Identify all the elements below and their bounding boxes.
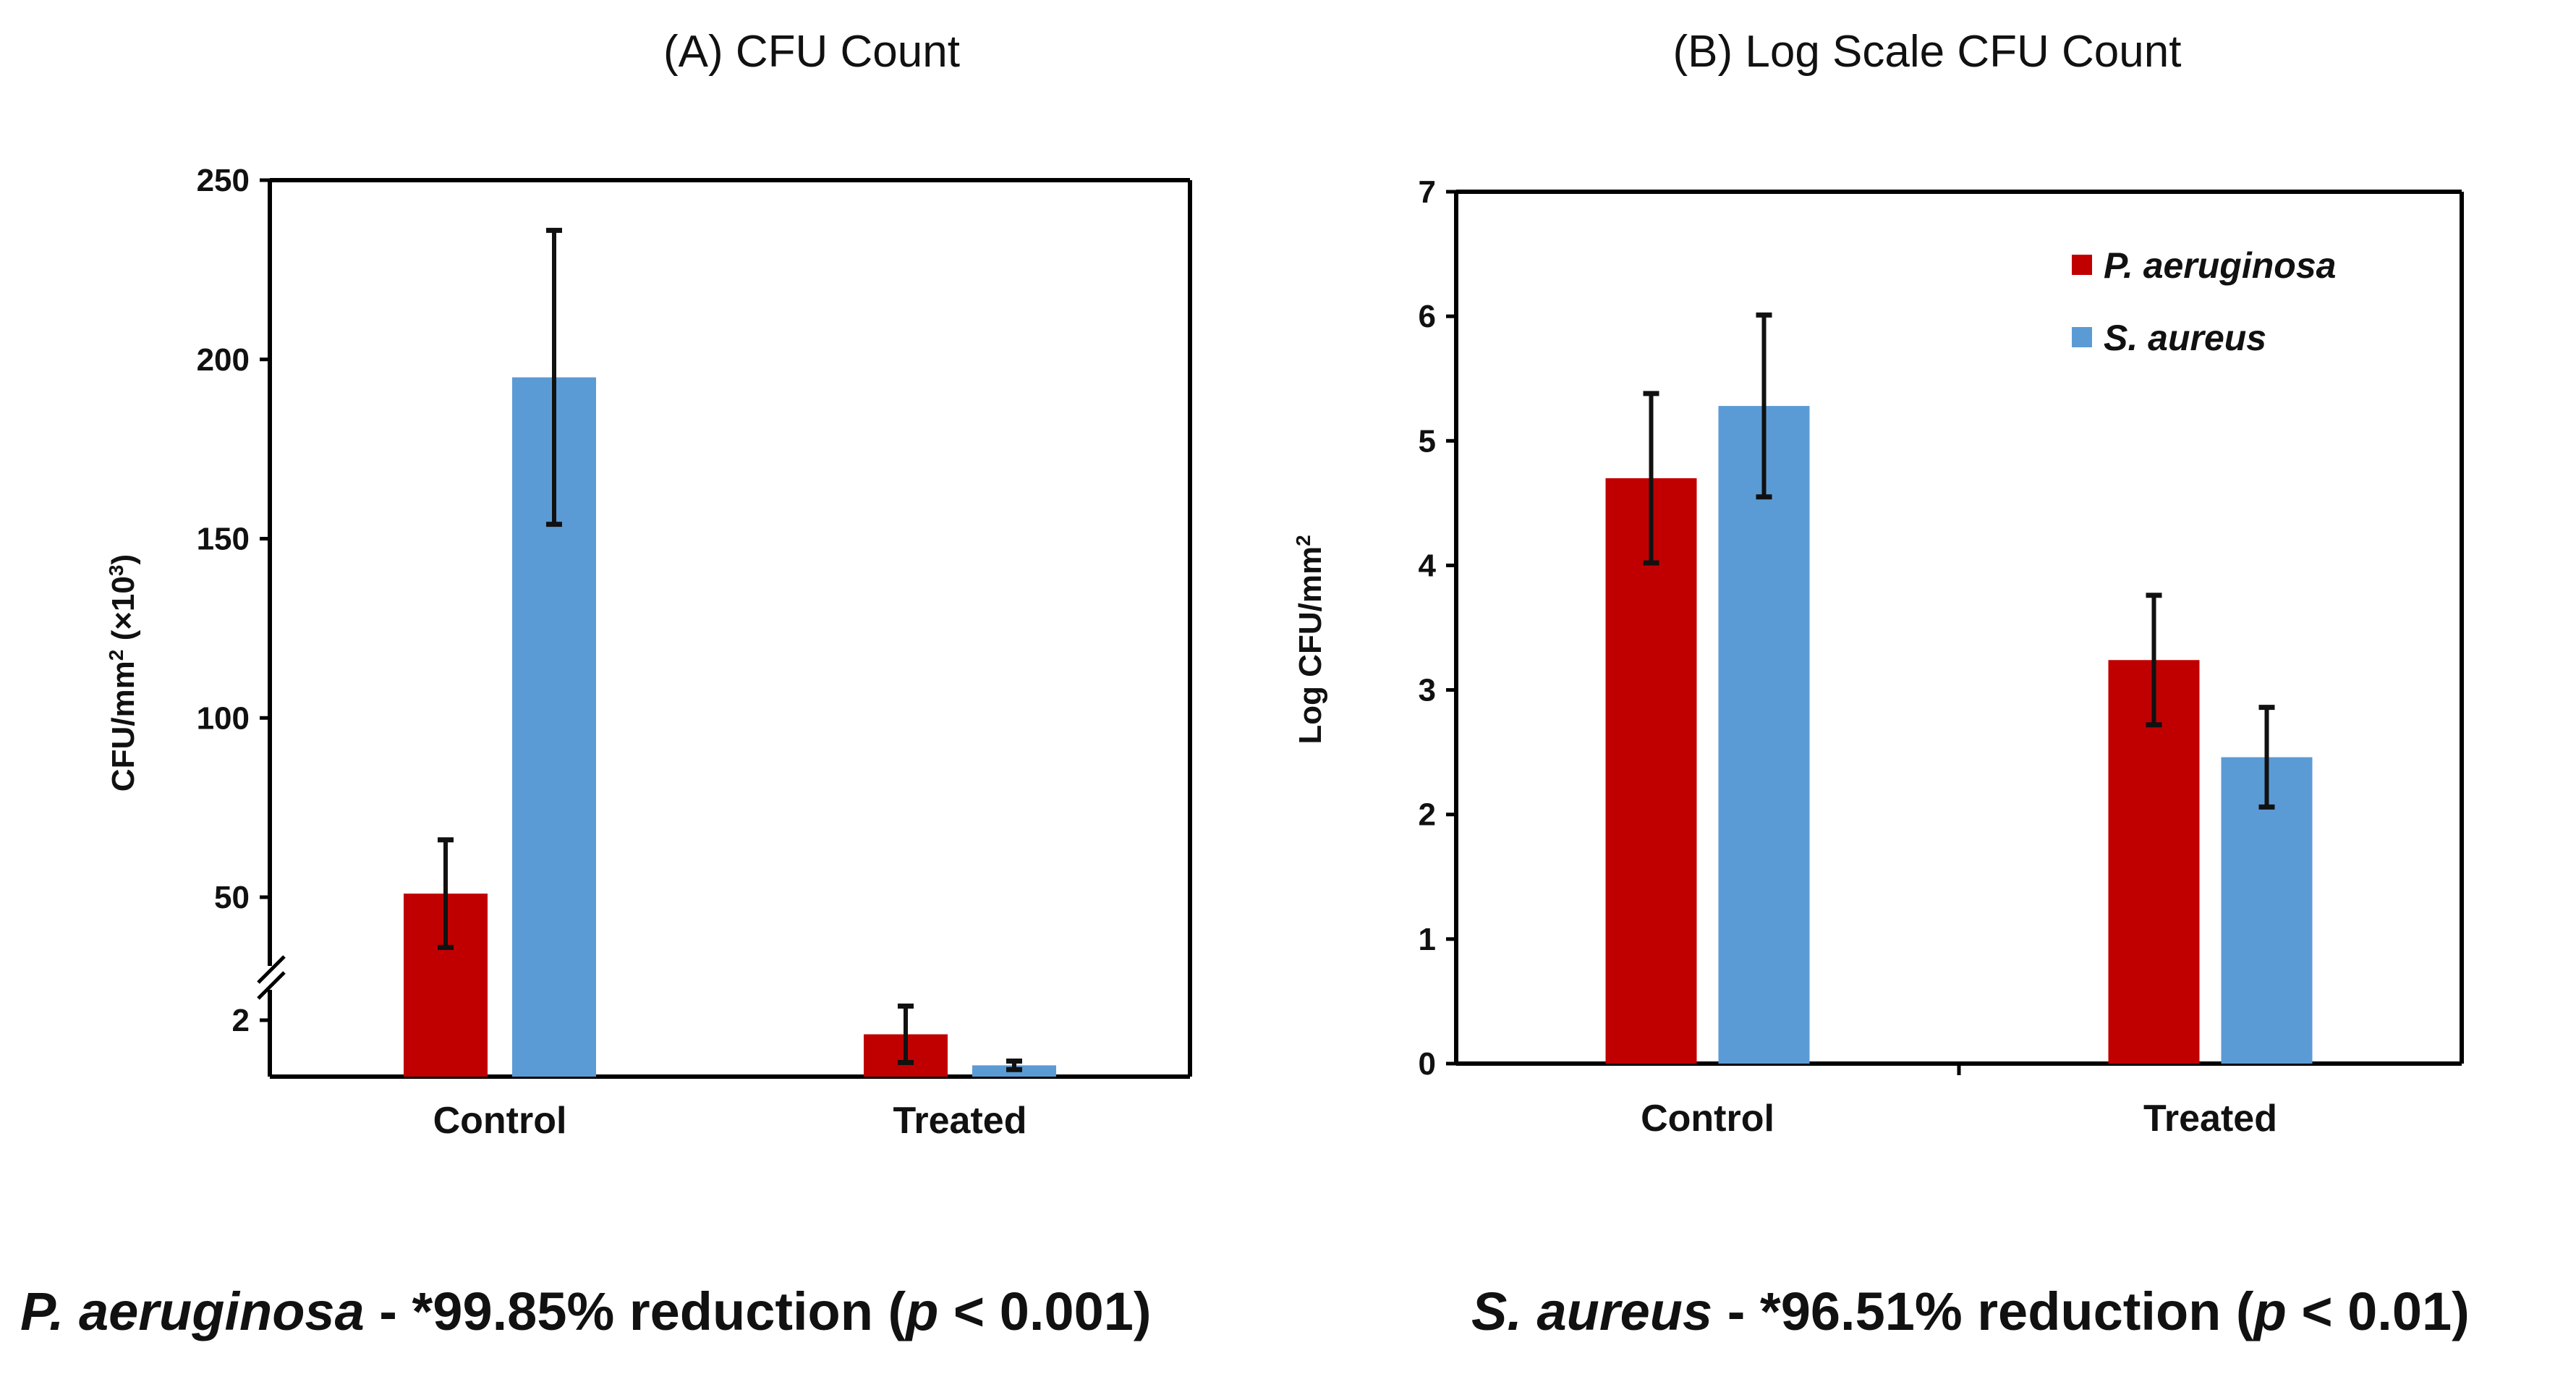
chart-a-y-tick-label: 150 xyxy=(197,522,250,557)
chart-a-title: (A) CFU Count xyxy=(663,27,960,77)
chart-a-axis-break-mark xyxy=(257,971,286,1000)
chart-a-y-tick-label: 200 xyxy=(197,342,250,378)
chart-b-y-axis-label: Log CFU/mm2 xyxy=(1292,535,1329,744)
chart-b-x-tick-label: Treated xyxy=(2143,1098,2277,1140)
chart-b-legend-label: S. aureus xyxy=(2104,318,2266,358)
chart-b-y-tick-label: 3 xyxy=(1419,673,1436,708)
chart-b-title: (B) Log Scale CFU Count xyxy=(1673,27,2182,77)
chart-a-y-tick-label: 50 xyxy=(214,880,250,915)
chart-b-y-tick-label: 1 xyxy=(1419,922,1436,957)
chart-b-legend-label: P. aeruginosa xyxy=(2104,245,2336,286)
chart-b-y-tick-label: 0 xyxy=(1419,1046,1436,1082)
chart-b-plot-area: 0 1 2 3 4 5 6 7 Control Treated P. aeruginosa S. au… xyxy=(1419,174,2464,1140)
chart-b: (B) Log Scale CFU Count 0 1 2 3 4 5 6 7 Control T… xyxy=(1292,27,2464,1140)
chart-b-y-tick-label: 7 xyxy=(1419,174,1436,210)
note-p-aeruginosa: P. aeruginosa - *99.85% reduction (p < 0… xyxy=(20,1281,1152,1341)
chart-b-bar-p-aeruginosacontrol xyxy=(1605,478,1697,1064)
chart-a-y-tick-label: 100 xyxy=(197,700,250,736)
note-s-aureus: S. aureus - *96.51% reduction (p < 0.01) xyxy=(1471,1281,2470,1341)
chart-a-y-axis-label: CFU/mm2 (×103) xyxy=(105,554,142,792)
chart-a-axis-break-mark xyxy=(257,955,286,984)
chart-b-bar-s-aureuscontrol xyxy=(1718,406,1810,1064)
chart-b-x-tick-label: Control xyxy=(1641,1098,1774,1140)
chart-b-y-tick-label: 6 xyxy=(1419,299,1436,334)
chart-b-legend-swatch xyxy=(2072,327,2092,347)
chart-b-y-tick-label: 5 xyxy=(1419,423,1436,459)
chart-a-x-tick-label: Control xyxy=(433,1100,567,1142)
chart-a-y-tick-label: 250 xyxy=(197,163,250,198)
chart-b-legend-swatch xyxy=(2072,255,2092,275)
chart-b-y-tick-label: 2 xyxy=(1419,797,1436,833)
chart-b-y-tick-label: 4 xyxy=(1419,548,1437,583)
chart-a-y-tick-label: 2 xyxy=(232,1003,250,1038)
chart-a-x-tick-label: Treated xyxy=(893,1100,1027,1142)
